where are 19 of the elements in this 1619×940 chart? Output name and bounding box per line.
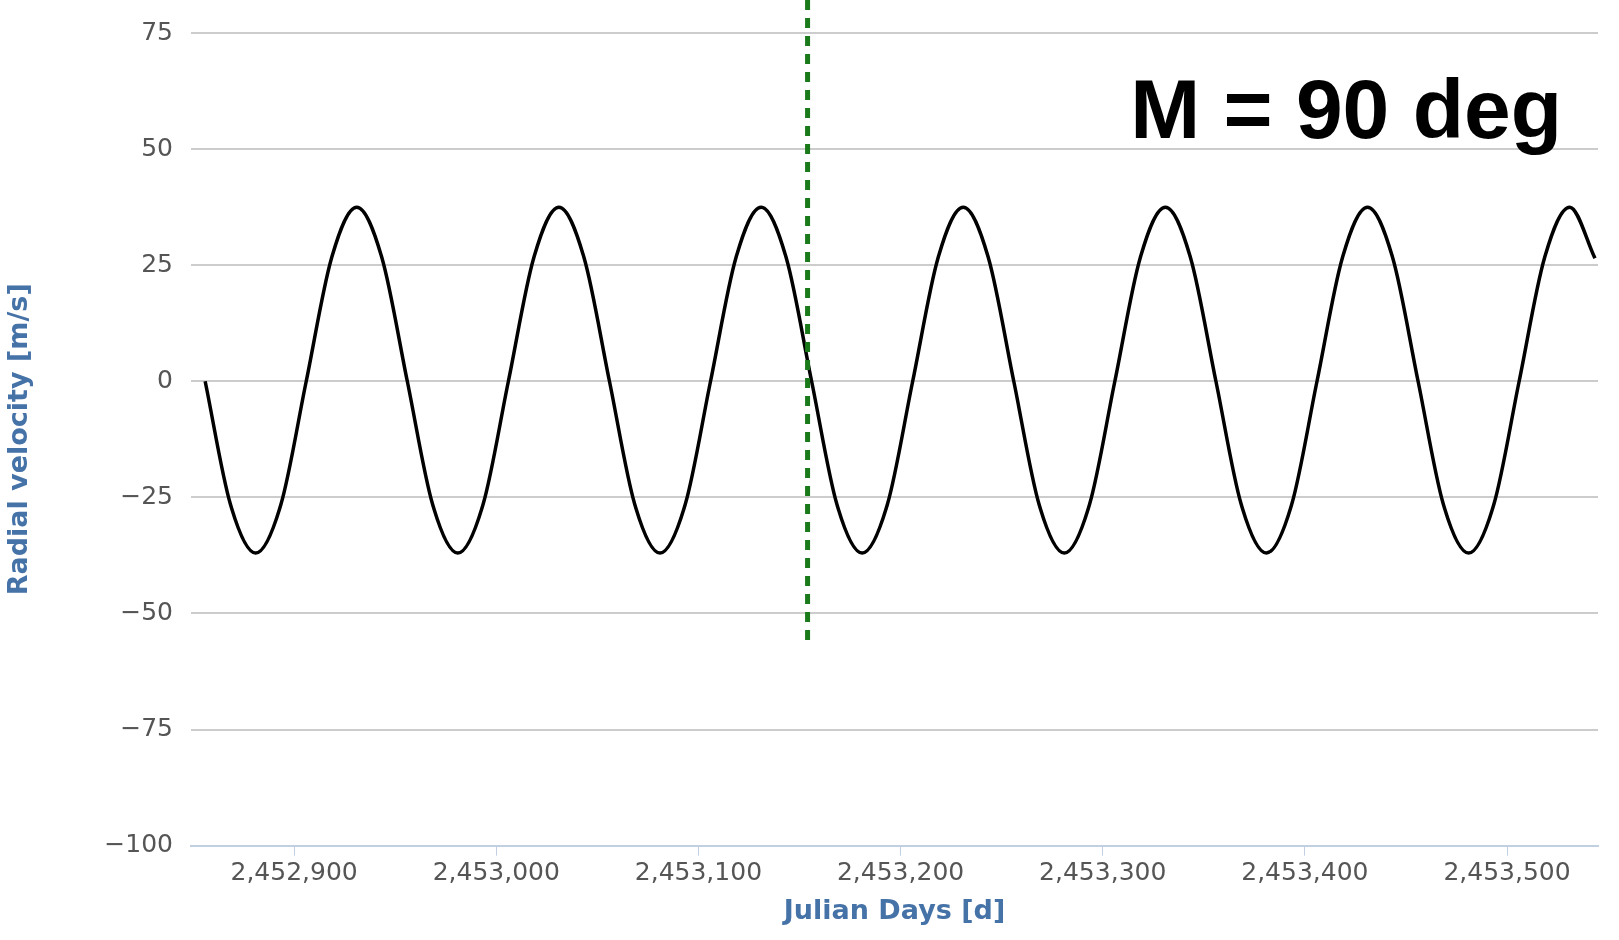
y-tick-label: 25	[141, 248, 173, 278]
y-axis-title: Radial velocity [m/s]	[2, 283, 34, 596]
y-tick-label: −25	[120, 480, 173, 510]
annotation: M = 90 deg	[1130, 62, 1562, 156]
y-tick-label: 75	[141, 16, 173, 46]
x-axis-title: Julian Days [d]	[781, 893, 1006, 925]
x-tick-label: 2,453,300	[1039, 857, 1167, 887]
x-tick-label: 2,453,400	[1241, 857, 1369, 887]
y-tick-label: 0	[157, 364, 173, 394]
x-tick-label: 2,453,500	[1443, 857, 1571, 887]
y-tick-label: 50	[141, 132, 173, 162]
x-tick-label: 2,453,200	[836, 857, 965, 887]
y-tick-label: −75	[120, 713, 173, 743]
y-tick-label: −50	[120, 596, 173, 626]
line-series	[203, 205, 1597, 555]
x-tick-label: 2,453,100	[634, 857, 763, 887]
x-tick-label: 2,452,900	[230, 857, 358, 887]
y-tick-label: −100	[104, 829, 173, 859]
x-tick-label: 2,453,000	[432, 857, 560, 887]
